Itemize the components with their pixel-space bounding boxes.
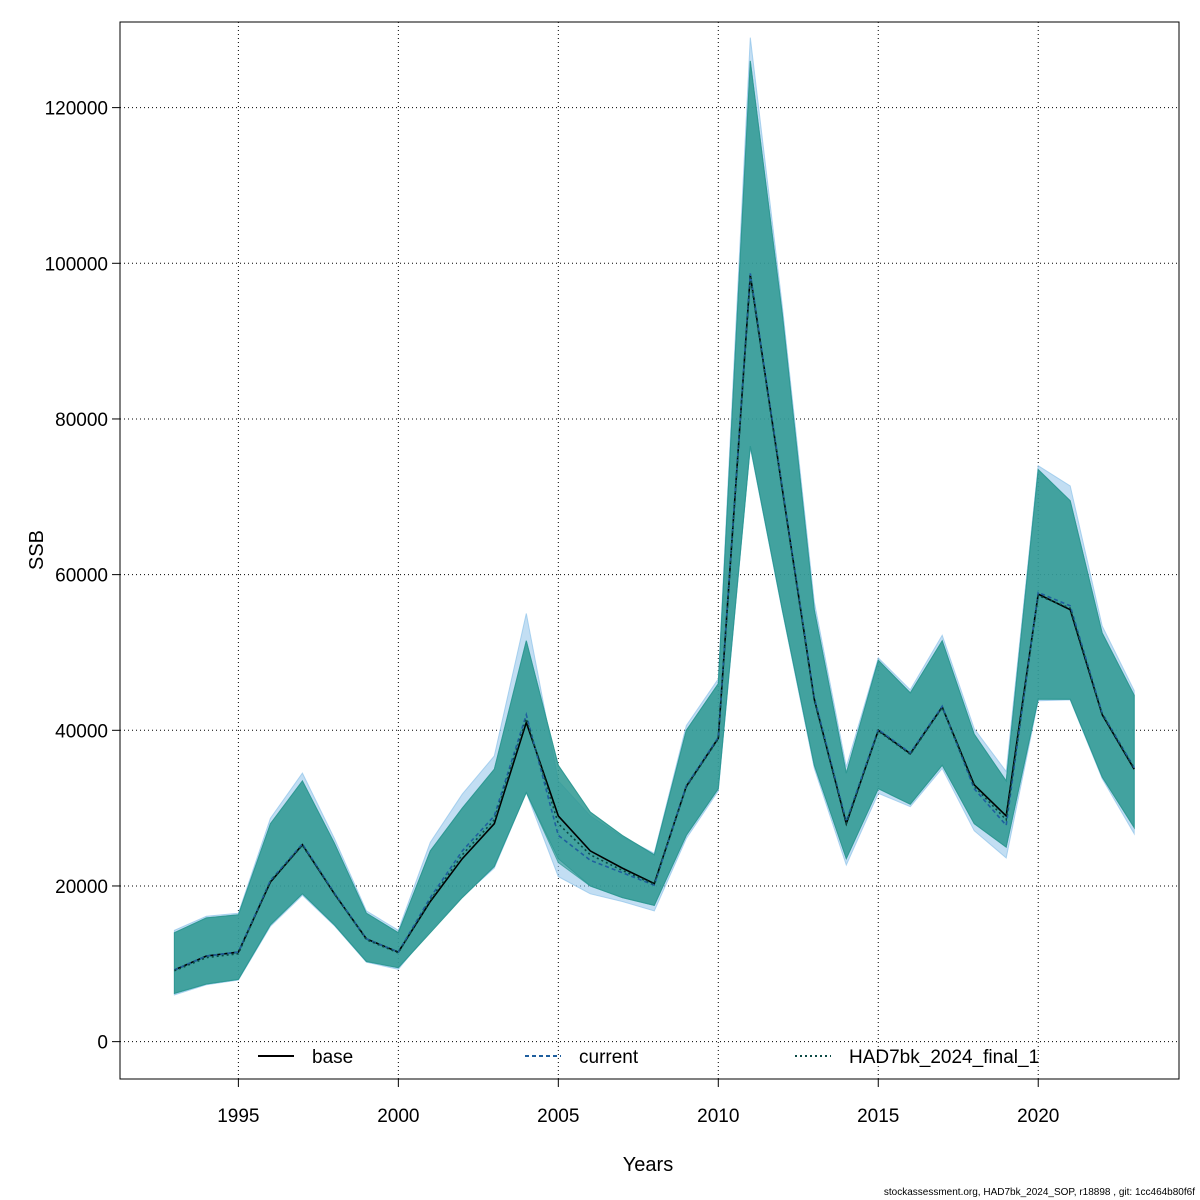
legend: base current HAD7bk_2024_final_1 [258, 1047, 1039, 1068]
legend-label-base: base [312, 1047, 353, 1068]
y-tick-label: 40000 [55, 721, 108, 742]
y-axis-title: SSB [26, 530, 48, 570]
legend-label-current: current [579, 1047, 639, 1068]
series-line-HAD7bk_2024_final_1 [174, 277, 1135, 972]
footer-caption: stockassessment.org, HAD7bk_2024_SOP, r1… [884, 1187, 1195, 1198]
y-tick-label: 80000 [55, 410, 108, 431]
x-tick-label: 1995 [217, 1106, 259, 1127]
y-tick-label: 0 [97, 1033, 108, 1054]
grid-lines [120, 22, 1179, 1079]
x-tick-label: 2010 [697, 1106, 739, 1127]
y-tick-label: 100000 [45, 254, 108, 275]
legend-label-HAD7bk_2024_final_1: HAD7bk_2024_final_1 [849, 1047, 1039, 1068]
x-axis-title: Years [623, 1154, 673, 1176]
x-tick-label: 2000 [377, 1106, 419, 1127]
y-tick-label: 20000 [55, 877, 108, 898]
y-tick-label: 120000 [45, 99, 108, 120]
y-tick-label: 60000 [55, 566, 108, 587]
x-tick-label: 2005 [537, 1106, 579, 1127]
y-axis: 0 20000 40000 60000 80000 100000 120000 [45, 99, 120, 1054]
x-axis: 1995 2000 2005 2010 2015 2020 [217, 1079, 1059, 1127]
confidence-bands [173, 37, 1135, 996]
x-tick-label: 2015 [857, 1106, 899, 1127]
confidence-band-HAD7bk_2024_final_1 [173, 60, 1135, 995]
plot-frame [119, 21, 1180, 1080]
series-lines [174, 273, 1135, 972]
x-tick-label: 2020 [1017, 1106, 1059, 1127]
